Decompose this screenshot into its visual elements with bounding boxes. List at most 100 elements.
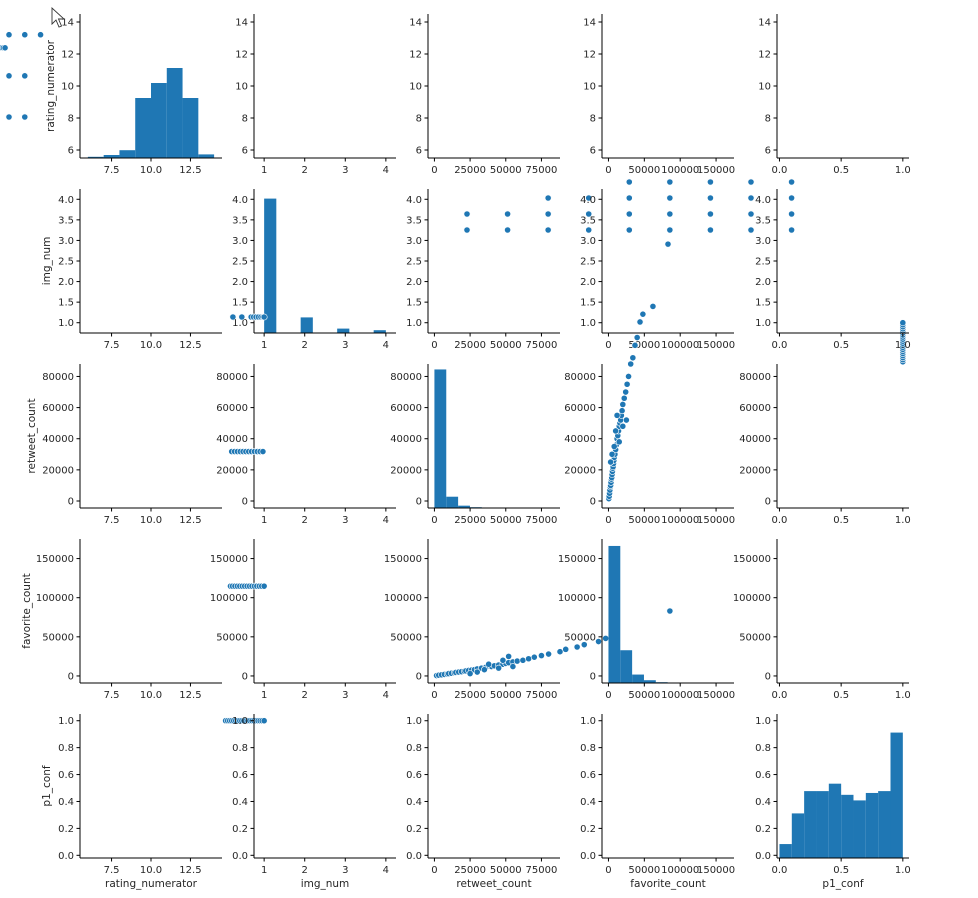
y-tick-label: 14: [61, 18, 74, 29]
x-tick-label: 50000: [490, 515, 522, 526]
y-tick-label: 20000: [216, 465, 248, 476]
scatter-point: [519, 656, 527, 664]
scatter-point: [5, 72, 13, 80]
scatter-point: [747, 210, 755, 218]
x-tick-label: 1.0: [895, 865, 911, 876]
y-tick-label: 14: [235, 18, 248, 29]
y-tick-label: 0.4: [755, 797, 771, 808]
panel-retweet-count-vs-img-num: 0 20000 40000 60000 80000 1 2 3 4: [216, 364, 396, 526]
y-tick-label: 0.6: [406, 770, 422, 781]
scatter-point: [666, 210, 674, 218]
y-tick-label: 80000: [739, 372, 771, 383]
x-tick-label: 25000: [454, 690, 486, 701]
x-tick-label: 3: [342, 865, 348, 876]
x-tick-label: 1.0: [895, 340, 911, 351]
x-tick-label: 0.0: [772, 515, 788, 526]
scatter-point: [625, 178, 633, 186]
y-tick-label: 0: [416, 671, 422, 682]
y-tick-label: 8: [416, 114, 422, 125]
y-tick-label: 50000: [564, 632, 596, 643]
x-tick-label: 7.5: [104, 515, 120, 526]
y-tick-label: 0: [416, 496, 422, 507]
x-tick-label: 1: [261, 865, 267, 876]
y-tick-label: 4.0: [58, 195, 74, 206]
scatter-point: [505, 652, 513, 660]
x-tick-label: 10.0: [140, 865, 162, 876]
x-tick-label: 7.5: [104, 165, 120, 176]
x-axis-label-retweet-count: retweet_count: [456, 878, 531, 890]
x-tick-label: 0: [605, 515, 611, 526]
y-tick-label: 4.0: [232, 195, 248, 206]
y-tick-label: 14: [409, 18, 422, 29]
x-axis-label-img-num: img_num: [301, 878, 350, 890]
x-tick-label: 0: [431, 165, 437, 176]
hist-bar-rating-numerator: [87, 156, 104, 158]
scatter-point: [633, 334, 641, 341]
scatter-point: [260, 313, 268, 321]
scatter-point: [622, 388, 630, 396]
panel-retweet-count-vs-retweet-count: 0 20000 40000 60000 80000 0 25000 50000 75000: [390, 364, 560, 526]
hist-bar-p1-conf: [804, 791, 817, 858]
y-axis-label-img-num: img_num: [41, 237, 53, 286]
y-tick-label: 4.0: [406, 195, 422, 206]
scatter-point: [623, 380, 631, 388]
hist-bar-p1-conf: [791, 813, 805, 858]
y-tick-label: 10: [583, 82, 596, 93]
hist-bar-img-num: [337, 328, 350, 333]
x-tick-label: 0: [605, 165, 611, 176]
panel-p1-conf-vs-p1-conf: 0.0 0.2 0.4 0.6 0.8 1.0 0.0 0.5 1.0: [755, 714, 911, 876]
scatter-point: [544, 210, 552, 218]
y-tick-label: 10: [61, 82, 74, 93]
x-tick-label: 0: [605, 690, 611, 701]
y-tick-label: 1.5: [755, 298, 771, 309]
y-tick-label: 0.0: [58, 851, 74, 862]
y-tick-label: 20000: [739, 465, 771, 476]
scatter-point: [562, 645, 570, 653]
hist-bar-favorite-count: [632, 674, 644, 683]
x-tick-label: 12.5: [179, 690, 201, 701]
y-tick-label: 1.0: [755, 716, 771, 727]
x-tick-label: 150000: [697, 165, 735, 176]
scatter-point: [466, 670, 474, 678]
y-tick-label: 3.0: [232, 236, 248, 247]
scatter-point: [544, 194, 552, 202]
y-tick-label: 4.0: [580, 195, 596, 206]
scatter-point: [608, 450, 616, 458]
y-tick-label: 1.0: [406, 716, 422, 727]
x-tick-label: 0.0: [772, 340, 788, 351]
x-tick-label: 7.5: [104, 865, 120, 876]
y-tick-label: 1.0: [580, 716, 596, 727]
x-tick-label: 50000: [628, 165, 660, 176]
y-axis-label-p1-conf: p1_conf: [41, 765, 53, 806]
scatter-point: [513, 657, 521, 665]
y-tick-label: 10: [409, 82, 422, 93]
scatter-point: [619, 401, 627, 408]
scatter-point: [556, 648, 564, 656]
y-tick-label: 3.0: [580, 236, 596, 247]
hist-bar-img-num: [373, 330, 386, 333]
scatter-point: [585, 226, 593, 234]
x-tick-label: 100000: [661, 865, 699, 876]
y-tick-label: 50000: [42, 632, 74, 643]
y-tick-label: 0: [242, 496, 248, 507]
scatter-point: [21, 72, 29, 80]
scatter-point: [618, 407, 626, 415]
x-tick-label: 75000: [526, 515, 558, 526]
y-tick-label: 3.0: [58, 236, 74, 247]
panel-retweet-count-vs-p1-conf: 0 20000 40000 60000 80000 0.0 0.5 1.0: [739, 364, 911, 526]
y-tick-label: 1.0: [232, 318, 248, 329]
scatter-point: [1, 44, 9, 52]
y-tick-label: 10: [758, 82, 771, 93]
y-tick-label: 0.8: [58, 743, 74, 754]
x-tick-label: 2: [302, 165, 308, 176]
y-tick-label: 150000: [384, 554, 422, 565]
x-tick-label: 1.0: [895, 690, 911, 701]
y-tick-label: 12: [235, 50, 248, 61]
panel-favorite-count-vs-img-num: 0 50000 100000 150000 1 2 3 4: [210, 539, 396, 701]
x-axis-label-p1-conf: p1_conf: [822, 878, 863, 890]
hist-bar-rating-numerator: [135, 98, 151, 158]
x-tick-label: 50000: [490, 340, 522, 351]
scatter-point: [509, 663, 517, 670]
